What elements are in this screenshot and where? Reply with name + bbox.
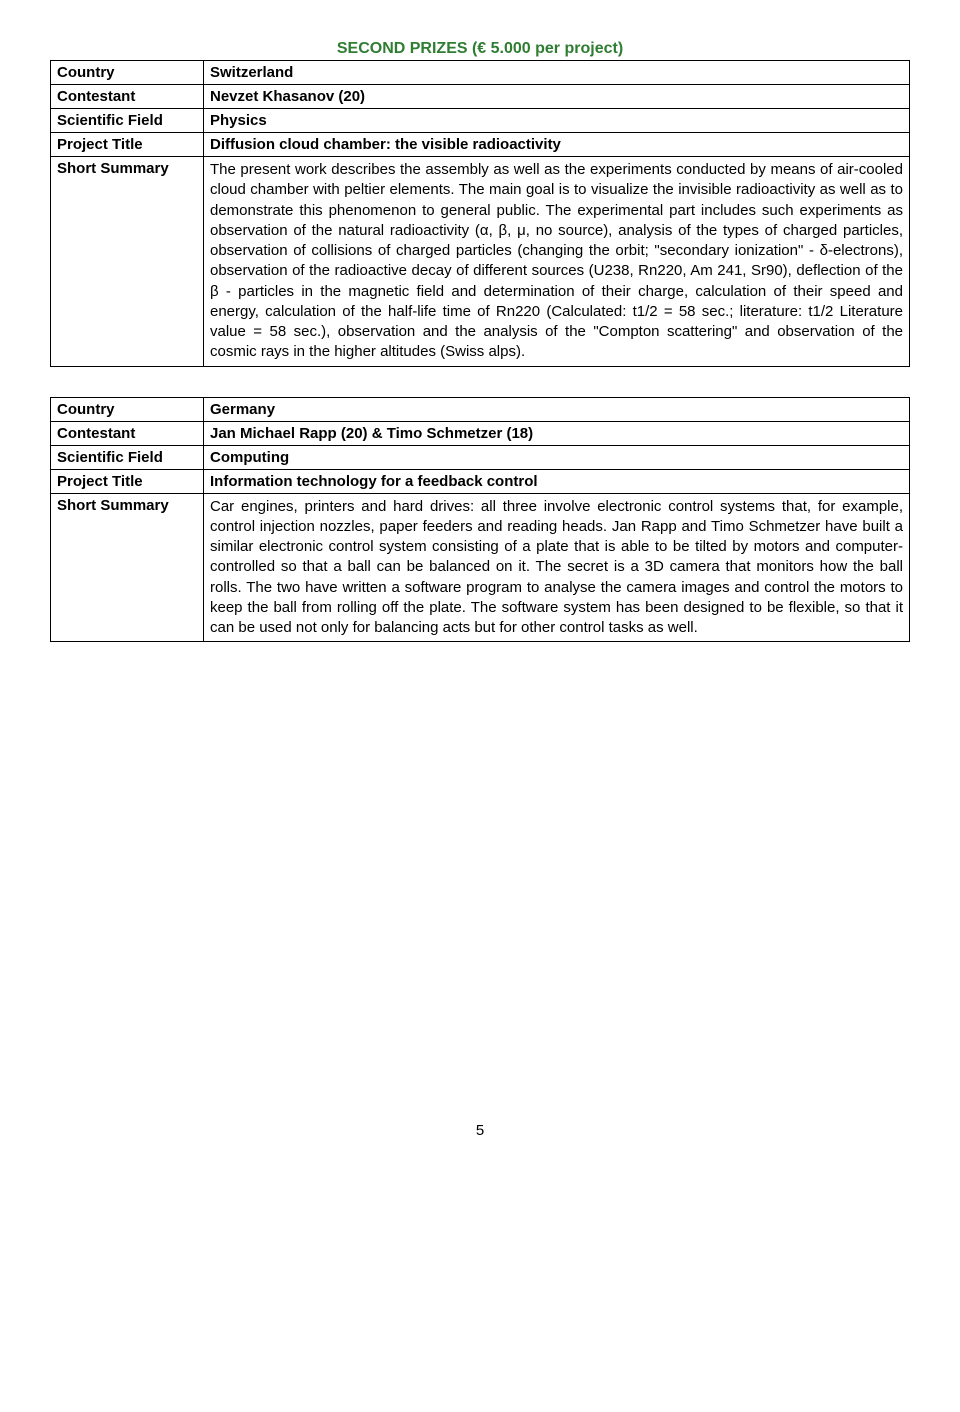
summary-value: The present work describes the assembly … (204, 157, 910, 367)
country-label: Country (51, 61, 204, 85)
contestant-label: Contestant (51, 421, 204, 445)
title-label: Project Title (51, 133, 204, 157)
page-number: 5 (50, 1122, 910, 1139)
contestant-value: Jan Michael Rapp (20) & Timo Schmetzer (… (204, 421, 910, 445)
country-value: Germany (204, 397, 910, 421)
title-value: Diffusion cloud chamber: the visible rad… (204, 133, 910, 157)
country-label: Country (51, 397, 204, 421)
prize-heading: SECOND PRIZES (€ 5.000 per project) (50, 40, 910, 58)
summary-text: Car engines, printers and hard drives: a… (210, 497, 903, 639)
contestant-value: Nevzet Khasanov (20) (204, 85, 910, 109)
summary-label: Short Summary (51, 493, 204, 642)
title-label: Project Title (51, 469, 204, 493)
entry-table-1: Country Switzerland Contestant Nevzet Kh… (50, 60, 910, 367)
field-value: Computing (204, 445, 910, 469)
summary-value: Car engines, printers and hard drives: a… (204, 493, 910, 642)
summary-text: The present work describes the assembly … (210, 160, 903, 363)
field-value: Physics (204, 109, 910, 133)
country-value: Switzerland (204, 61, 910, 85)
entry-table-2: Country Germany Contestant Jan Michael R… (50, 397, 910, 643)
field-label: Scientific Field (51, 109, 204, 133)
title-value: Information technology for a feedback co… (204, 469, 910, 493)
field-label: Scientific Field (51, 445, 204, 469)
contestant-label: Contestant (51, 85, 204, 109)
summary-label: Short Summary (51, 157, 204, 367)
